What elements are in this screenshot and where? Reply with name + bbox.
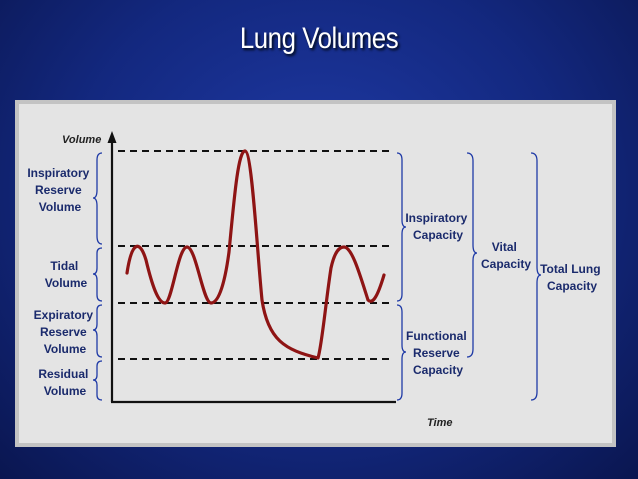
y-axis-arrowhead — [107, 131, 117, 143]
irv-brace — [92, 152, 103, 245]
residual-volume-label: Residual Volume — [38, 367, 91, 398]
y-axis-label: Volume — [62, 134, 101, 146]
axes — [110, 140, 396, 404]
breathing-curve — [125, 149, 386, 360]
residual-brace — [92, 360, 103, 401]
slide-title: Lung Volumes — [239, 22, 399, 55]
left-braces — [92, 152, 103, 401]
tidal-brace — [92, 247, 103, 302]
inspiratory-capacity-label: Inspiratory Capacity — [405, 211, 470, 242]
tidal-volume-label: Tidal Volume — [45, 259, 88, 290]
frc-label: Functional Reserve Capacity — [406, 329, 470, 377]
erv-label: Expiratory Reserve Volume — [34, 308, 97, 356]
frc-brace — [396, 304, 407, 401]
diagram-panel — [15, 100, 616, 447]
right-braces — [396, 152, 542, 401]
erv-brace — [92, 304, 103, 358]
vital-capacity-label: Vital Capacity — [481, 240, 531, 271]
irv-label: Inspiratory Reserve Volume — [27, 166, 92, 214]
inspiratory-capacity-brace — [396, 152, 407, 302]
x-axis-label: Time — [427, 417, 452, 429]
total-lung-capacity-brace — [530, 152, 542, 401]
total-lung-capacity-label: Total Lung Capacity — [540, 262, 604, 293]
vital-capacity-brace — [466, 152, 478, 358]
